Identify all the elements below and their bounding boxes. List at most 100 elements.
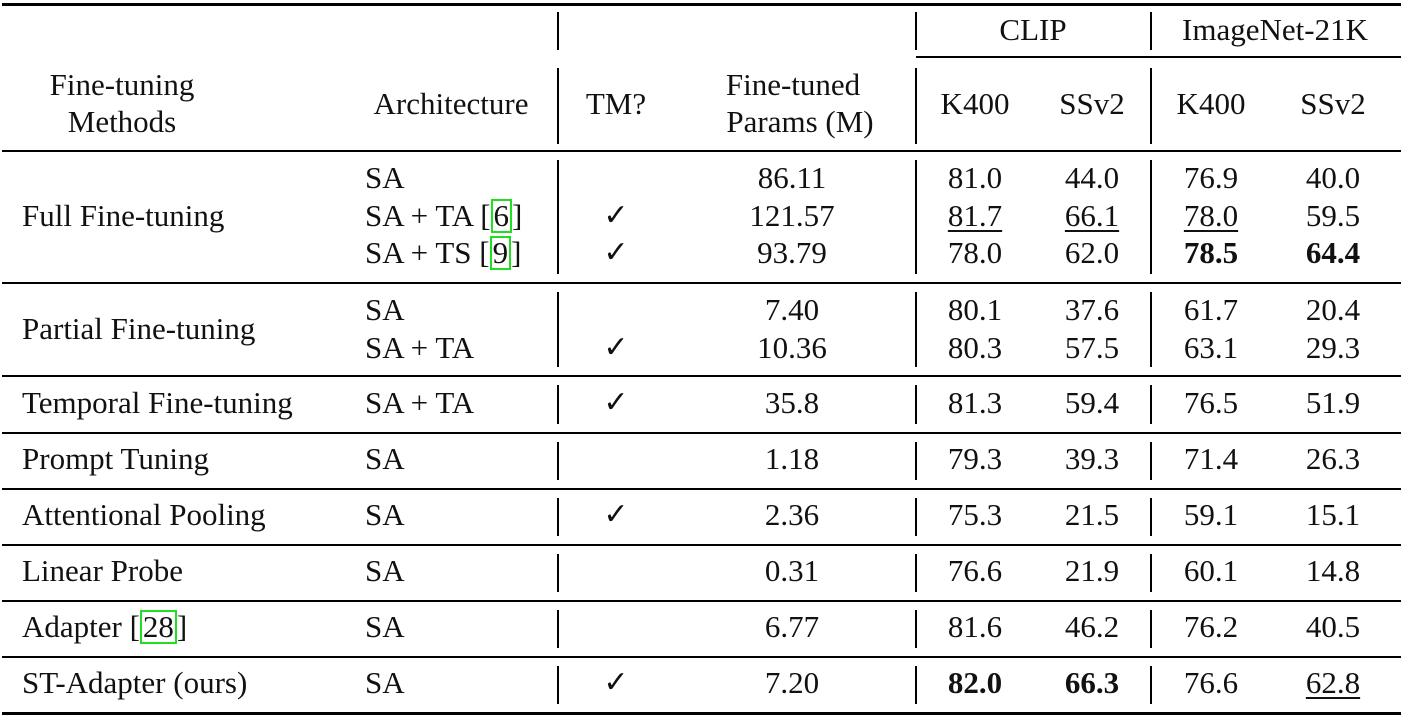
params-value: 7.40 (764, 292, 820, 327)
clip-ssv2-value: 37.6 (1064, 292, 1120, 327)
architecture-cell: SA (365, 292, 405, 328)
params-value: 93.79 (757, 235, 827, 270)
row-rule (2, 544, 1401, 546)
col-divider (1150, 610, 1152, 648)
architecture-cell: SA + TS [9] (365, 235, 522, 270)
header-tm: TM? (585, 86, 647, 121)
method-name: ST-Adapter (ours) (22, 665, 247, 701)
architecture-cell: SA (365, 665, 405, 701)
col-divider (1150, 385, 1152, 424)
col-divider (1150, 68, 1152, 144)
params-value: 0.31 (764, 553, 820, 588)
architecture-label: SA (365, 497, 405, 532)
method-label: Prompt Tuning (22, 441, 209, 476)
method-name: Prompt Tuning (22, 441, 209, 477)
checkmark-icon: ✓ (603, 497, 629, 532)
method-name: Attentional Pooling (22, 497, 266, 533)
architecture-cell: SA (365, 553, 405, 589)
clip-k400-value: 81.7 (947, 197, 1003, 233)
citation-link[interactable]: 6 (490, 198, 513, 233)
in-ssv2-value: 14.8 (1305, 553, 1361, 588)
col-divider (557, 666, 559, 704)
params-value: 121.57 (749, 197, 835, 233)
architecture-cell: SA (365, 497, 405, 533)
group-rule (916, 56, 1401, 58)
col-divider (915, 554, 917, 592)
header-in21k-ssv2: SSv2 (1300, 86, 1366, 121)
header-methods-line1: Fine-tuning (49, 67, 195, 102)
clip-ssv2-value: 21.9 (1064, 553, 1120, 588)
method-name: Temporal Fine-tuning (22, 385, 293, 421)
col-divider (915, 442, 917, 480)
architecture-label: SA (365, 292, 405, 327)
in-ssv2-value: 51.9 (1305, 385, 1361, 420)
col-divider (915, 12, 917, 50)
params-value: 35.8 (764, 385, 820, 420)
col-divider (557, 68, 559, 144)
row-rule (2, 488, 1401, 490)
in-ssv2-value: 26.3 (1305, 441, 1361, 476)
header-params-line1: Fine-tuned (725, 67, 861, 102)
col-divider (1150, 498, 1152, 536)
header-params-line2: Params (M) (726, 104, 874, 139)
clip-ssv2-value: 59.4 (1064, 385, 1120, 420)
clip-ssv2-value: 66.3 (1064, 665, 1120, 700)
params-value: 86.11 (757, 160, 827, 195)
checkmark-icon: ✓ (603, 197, 629, 233)
clip-ssv2-value: 21.5 (1064, 497, 1120, 532)
header-clip-ssv2: SSv2 (1059, 86, 1125, 121)
citation-link[interactable]: 28 (139, 610, 177, 644)
in-k400-value: 78.0 (1183, 197, 1239, 233)
in-ssv2-value: 40.5 (1305, 609, 1361, 644)
col-divider (1150, 554, 1152, 592)
clip-ssv2-value: 66.1 (1064, 197, 1120, 233)
col-divider (915, 292, 917, 367)
in-ssv2-value: 15.1 (1305, 497, 1361, 532)
checkmark-icon: ✓ (603, 665, 629, 700)
row-rule (2, 600, 1401, 602)
col-divider (557, 554, 559, 592)
checkmark-icon: ✓ (603, 329, 629, 365)
architecture-label: SA (365, 160, 405, 195)
architecture-cell: SA + TA [6] (365, 197, 523, 233)
method-name: Adapter [28] (22, 609, 188, 644)
col-divider (1150, 292, 1152, 367)
clip-k400-value: 81.0 (947, 160, 1003, 195)
col-divider (1150, 442, 1152, 480)
col-divider (1150, 160, 1152, 274)
params-value: 1.18 (764, 441, 820, 476)
in-k400-value: 63.1 (1183, 329, 1239, 365)
architecture-label: SA + TA (365, 329, 475, 365)
col-divider (557, 160, 559, 274)
architecture-cell: SA (365, 441, 405, 477)
params-value: 6.77 (764, 609, 820, 644)
method-label: ST-Adapter (ours) (22, 665, 248, 700)
in-k400-value: 60.1 (1183, 553, 1239, 588)
method-label: Attentional Pooling (22, 497, 266, 532)
architecture-label: SA + TA (365, 385, 475, 420)
top-rule (2, 3, 1401, 6)
params-value: 10.36 (757, 329, 827, 365)
in-ssv2-value: 20.4 (1305, 292, 1361, 327)
checkmark-icon: ✓ (603, 385, 629, 420)
bottom-rule (2, 712, 1401, 715)
col-divider (915, 385, 917, 424)
architecture-cell: SA + TA (365, 330, 474, 366)
clip-k400-value: 80.3 (947, 329, 1003, 365)
architecture-cell: SA (365, 609, 405, 645)
col-divider (1150, 12, 1152, 50)
in-ssv2-value: 64.4 (1305, 235, 1361, 270)
clip-k400-value: 76.6 (947, 553, 1003, 588)
col-divider (557, 292, 559, 367)
col-divider (915, 498, 917, 536)
in-k400-value: 76.2 (1183, 609, 1239, 644)
citation-link[interactable]: 9 (489, 236, 512, 270)
col-divider (557, 385, 559, 424)
in-ssv2-value: 62.8 (1305, 665, 1361, 700)
col-divider (557, 12, 559, 50)
in-k400-value: 71.4 (1183, 441, 1239, 476)
architecture-label: SA + TA [ (365, 197, 491, 233)
architecture-label: SA (365, 553, 405, 588)
clip-k400-value: 75.3 (947, 497, 1003, 532)
